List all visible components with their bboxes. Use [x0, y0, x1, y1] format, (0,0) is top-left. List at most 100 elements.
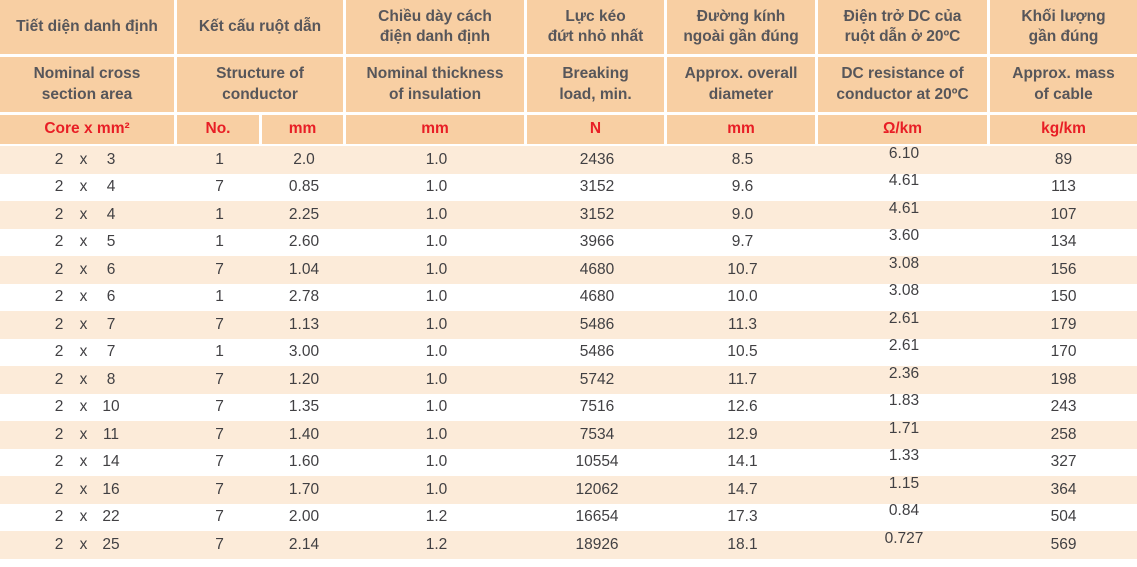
cell-overall-diameter: 10.0 — [727, 288, 758, 306]
cell-insulation-thickness: 1.0 — [425, 288, 448, 306]
cell-overall-diameter: 9.0 — [731, 205, 754, 223]
cell-dc-resistance: 2.36 — [888, 364, 920, 382]
cell-strand-count: 1 — [215, 205, 224, 223]
cell-dc-resistance: 2.61 — [888, 309, 920, 327]
cell-mass: 327 — [1050, 453, 1077, 471]
cell-overall-diameter: 9.6 — [731, 178, 754, 196]
cell-mass: 107 — [1050, 205, 1077, 223]
header-vi-mass: Khối lượng gần đúng — [990, 0, 1137, 57]
cell-strand-diameter: 1.60 — [288, 453, 320, 471]
cell-mass: 170 — [1050, 343, 1077, 361]
cell-strand-count: 7 — [215, 315, 224, 333]
cell-mass: 156 — [1050, 260, 1077, 278]
header-en-breaking-load: Breaking load, min. — [527, 57, 668, 115]
cell-cross-section: 2 x 16 — [0, 476, 177, 504]
cross-section-value: 2 x 25 — [54, 535, 120, 553]
cell-breaking-load: 5486 — [579, 315, 615, 333]
cell-strand-diameter: 2.14 — [288, 535, 320, 553]
cell-mass: 258 — [1050, 425, 1077, 443]
unit-strand-count: No. — [177, 115, 262, 146]
cell-breaking-load: 2436 — [579, 150, 615, 168]
cell-overall-diameter: 9.7 — [731, 233, 754, 251]
table-row: 2 x 22 7 2.00 1.2 16654 17.3 0.84 504 — [0, 502, 1137, 531]
cell-breaking-load: 5742 — [579, 370, 615, 388]
cell-strand-diameter: 2.60 — [288, 233, 320, 251]
header-en-conductor-structure: Structure of conductor — [177, 57, 347, 115]
header-vi-cross-section: Tiết diện danh định — [0, 0, 177, 57]
cell-strand-count: 7 — [215, 480, 224, 498]
header-en-mass: Approx. mass of cable — [990, 57, 1137, 115]
cell-overall-diameter: 18.1 — [727, 535, 758, 553]
table-row: 2 x 16 7 1.70 1.0 12062 14.7 1.15 364 — [0, 475, 1137, 504]
cell-strand-diameter: 2.25 — [288, 205, 320, 223]
cell-strand-diameter: 1.20 — [288, 370, 320, 388]
header-row-vietnamese: Tiết diện danh định Kết cấu ruột dẫn Chi… — [0, 0, 1137, 57]
cell-strand-count: 7 — [215, 425, 224, 443]
cell-breaking-load: 4680 — [579, 288, 615, 306]
cell-mass: 179 — [1050, 315, 1077, 333]
cell-insulation-thickness: 1.2 — [425, 535, 448, 553]
cell-cross-section: 2 x 14 — [0, 449, 177, 477]
cell-breaking-load: 3152 — [579, 178, 615, 196]
cell-strand-diameter: 1.70 — [288, 480, 320, 498]
cell-insulation-thickness: 1.0 — [425, 453, 448, 471]
header-vi-dc-resistance: Điện trở DC của ruột dẫn ở 20ºC — [818, 0, 991, 57]
cell-overall-diameter: 14.7 — [727, 480, 758, 498]
cell-overall-diameter: 11.3 — [728, 315, 758, 333]
cell-mass: 89 — [1054, 150, 1073, 168]
cell-cross-section: 2 x 25 — [0, 531, 177, 559]
cell-insulation-thickness: 1.0 — [425, 315, 448, 333]
cell-dc-resistance: 3.08 — [888, 254, 920, 272]
table-row: 2 x 25 7 2.14 1.2 18926 18.1 0.727 569 — [0, 530, 1137, 559]
cell-strand-diameter: 1.04 — [288, 260, 320, 278]
cell-insulation-thickness: 1.0 — [425, 205, 448, 223]
cell-strand-diameter: 0.85 — [288, 178, 320, 196]
cell-strand-diameter: 1.35 — [288, 398, 320, 416]
cell-strand-count: 1 — [215, 150, 224, 168]
cell-mass: 134 — [1050, 233, 1077, 251]
cell-dc-resistance: 6.10 — [888, 144, 920, 162]
cell-strand-count: 1 — [215, 233, 224, 251]
cell-strand-count: 1 — [215, 288, 224, 306]
cell-strand-count: 1 — [215, 343, 224, 361]
header-row-units: Core x mm² No. mm mm N mm Ω/km kg/km — [0, 115, 1137, 146]
cell-overall-diameter: 10.7 — [727, 260, 758, 278]
header-vi-insulation-thickness: Chiều dày cách điện danh định — [346, 0, 528, 57]
unit-insulation-thickness: mm — [346, 115, 528, 146]
cell-dc-resistance: 1.33 — [888, 447, 920, 465]
cell-insulation-thickness: 1.0 — [425, 370, 448, 388]
table-row: 2 x 14 7 1.60 1.0 10554 14.1 1.33 327 — [0, 447, 1137, 477]
header-row-english: Nominal cross section area Structure of … — [0, 57, 1137, 115]
cell-strand-count: 7 — [215, 370, 224, 388]
cross-section-value: 2 x 11 — [54, 425, 120, 443]
cell-strand-diameter: 1.40 — [288, 425, 320, 443]
header-vi-overall-diameter: Đường kính ngoài gần đúng — [667, 0, 819, 57]
unit-strand-diameter: mm — [262, 115, 347, 146]
unit-overall-diameter: mm — [667, 115, 819, 146]
cell-insulation-thickness: 1.0 — [425, 343, 448, 361]
cell-insulation-thickness: 1.0 — [425, 178, 448, 196]
cell-overall-diameter: 17.3 — [727, 508, 758, 526]
cell-mass: 150 — [1050, 288, 1077, 306]
cell-breaking-load: 18926 — [575, 535, 619, 553]
table-row: 2 x 11 7 1.40 1.0 7534 12.9 1.71 258 — [0, 419, 1137, 449]
cell-dc-resistance: 1.71 — [888, 419, 920, 437]
cell-strand-diameter: 3.00 — [288, 343, 320, 361]
cell-strand-count: 7 — [215, 453, 224, 471]
cell-cross-section: 2 x 10 — [0, 394, 177, 422]
cell-strand-count: 7 — [215, 398, 224, 416]
